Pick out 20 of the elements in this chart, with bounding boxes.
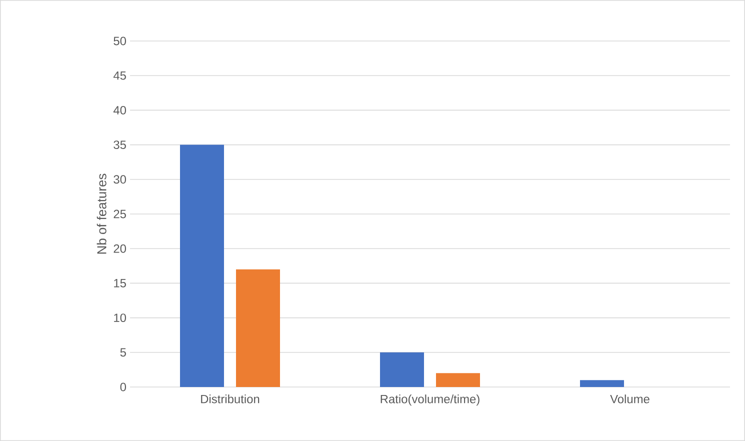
y-tick-label: 5 — [120, 348, 126, 357]
x-tick-label: Distribution — [201, 394, 260, 404]
bar — [580, 380, 624, 387]
y-tick-label: 0 — [120, 382, 126, 392]
bar — [380, 352, 424, 387]
x-tick-label: Ratio(volume/time) — [380, 394, 480, 406]
y-tick-label: 40 — [113, 106, 126, 114]
x-tick-label: Volume — [610, 394, 650, 404]
y-tick-label: 15 — [114, 279, 126, 288]
y-tick-label: 25 — [114, 210, 126, 218]
y-tick-label: 20 — [114, 244, 126, 253]
y-tick-label: 35 — [114, 140, 126, 150]
y-tick-label: 50 — [114, 36, 126, 46]
bar — [180, 144, 224, 387]
y-axis-title: Nb of features — [96, 174, 106, 254]
y-tick-label: 45 — [113, 71, 126, 80]
bar — [236, 269, 280, 387]
y-tick-label: 30 — [114, 175, 126, 184]
y-tick-label: 10 — [114, 314, 126, 322]
bar — [436, 373, 480, 387]
